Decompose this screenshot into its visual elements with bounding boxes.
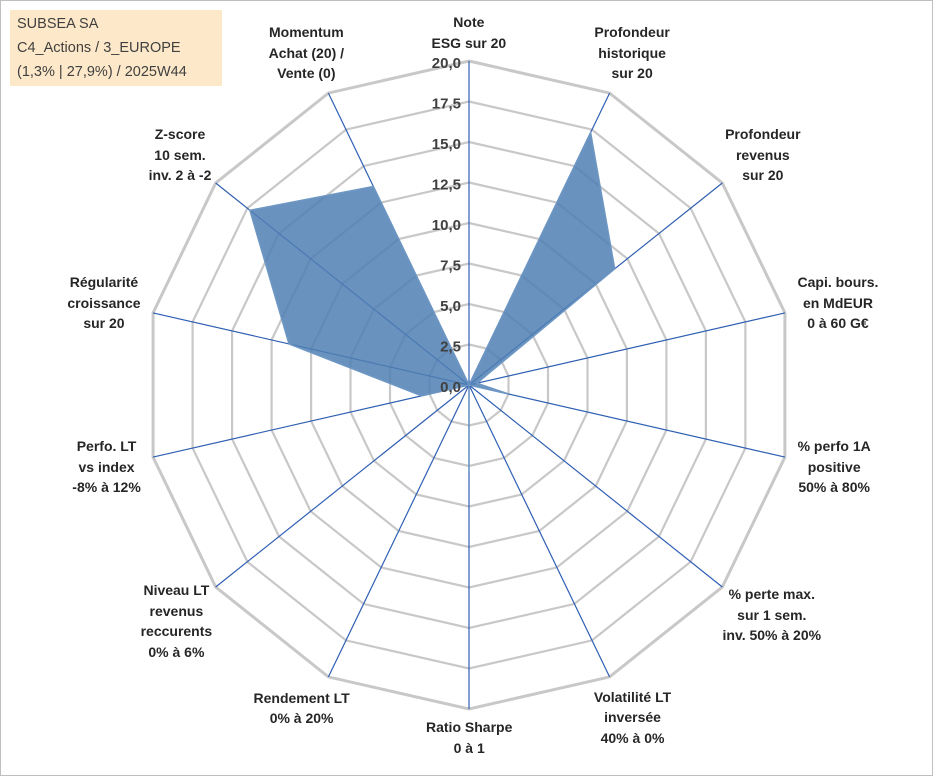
axis-label-line: sur 1 sem.	[737, 606, 807, 623]
axis-spoke	[468, 312, 786, 386]
axis-label-line: 40% à 0%	[600, 729, 665, 746]
axis-spoke	[327, 384, 470, 678]
axis-label: Momentum Achat (20) / Vente (0)	[269, 22, 344, 84]
info-company-name: SUBSEA SA	[17, 16, 99, 32]
axis-label-line: 0 à 60 G€	[807, 315, 869, 332]
axis-label: % perte max. sur 1 sem. inv. 50% à 20%	[723, 584, 822, 646]
axis-label: Profondeur revenus sur 20	[725, 124, 800, 186]
axis-spoke	[152, 384, 470, 458]
axis-label-line: positive	[807, 458, 861, 475]
axis-label-line: Régularité	[69, 274, 139, 291]
axis-label-line: -8% à 12%	[72, 479, 141, 496]
axis-spoke	[215, 384, 470, 588]
axis-label: Perfo. LT vs index -8% à 12%	[72, 436, 140, 498]
axis-label: Profondeur historique sur 20	[594, 22, 669, 84]
axis-label: Régularité croissance sur 20	[67, 272, 140, 334]
tick-layer: 0,0 2,5 5,0 7,5 10,0 12,5 15,0 17,5 20,0	[432, 55, 461, 396]
axis-spoke	[468, 384, 723, 588]
axis-label-line: 50% à 80%	[798, 479, 870, 496]
axis-label-line: sur 20	[83, 315, 125, 332]
tick-label: 17,5	[432, 96, 461, 113]
axis-label: Rendement LT 0% à 20%	[254, 688, 350, 729]
axis-label-line: Perfo. LT	[76, 438, 137, 455]
tick-label: 7,5	[440, 258, 461, 275]
series-layer	[248, 130, 616, 473]
axis-label: Ratio Sharpe 0 à 1	[426, 717, 512, 758]
axis-label: Z-score 10 sem. inv. 2 à -2	[149, 124, 212, 186]
axis-label: Niveau LT revenus reccurents 0% à 6%	[141, 580, 213, 662]
axis-label-line: ESG sur 20	[431, 34, 507, 51]
axis-label: % perfo 1A positive 50% à 80%	[798, 436, 871, 498]
axis-label-line: Niveau LT	[143, 582, 210, 599]
axis-label-line: revenus	[149, 602, 204, 619]
axis-label-line: Momentum	[268, 24, 344, 40]
axis-label-line: Z-score	[154, 126, 206, 143]
tick-label: 20,0	[432, 55, 461, 72]
tick-label: 2,5	[440, 339, 461, 356]
axis-label-line: 0 à 1	[453, 739, 485, 756]
axis-label-line: Profondeur	[725, 126, 801, 143]
axis-label: Capi. bours. en MdEUR 0 à 60 G€	[798, 272, 879, 334]
axis-label-line: en MdEUR	[802, 294, 873, 311]
axis-label-line: % perfo 1A	[797, 438, 871, 455]
axis-label-line: croissance	[67, 294, 141, 311]
axis-label-line: Vente (0)	[277, 65, 336, 81]
axis-label-line: vs index	[78, 458, 135, 475]
axis-label-line: Capi. bours.	[797, 274, 879, 291]
info-category: C4_Actions / 3_EUROPE	[17, 40, 181, 56]
axis-label-line: % perte max.	[728, 586, 815, 603]
tick-label: 5,0	[440, 298, 461, 315]
axis-label-line: Note	[453, 14, 485, 30]
tick-label: 12,5	[432, 177, 461, 194]
axis-label-line: 0% à 6%	[148, 643, 205, 660]
axis-label-line: Volatilité LT	[593, 688, 672, 705]
axis-label-line: sur 20	[742, 167, 784, 184]
axis-label-line: historique	[598, 44, 666, 61]
axis-label-line: sur 20	[611, 65, 653, 81]
axis-label-line: Profondeur	[594, 24, 670, 40]
axis-label-line: inversée	[604, 709, 661, 725]
axis-label-line: Achat (20) /	[268, 44, 345, 61]
axis-label-line: 10 sem.	[154, 146, 206, 163]
axis-spoke	[468, 384, 786, 458]
axis-label-line: inv. 50% à 20%	[722, 627, 822, 644]
axis-label-line: inv. 2 à -2	[148, 167, 212, 184]
tick-label: 15,0	[432, 136, 461, 153]
tick-label: 10,0	[432, 217, 461, 234]
axis-label-line: Ratio Sharpe	[426, 719, 513, 735]
axis-label-line: Rendement LT	[253, 689, 350, 706]
tick-label: 0,0	[440, 379, 461, 396]
axis-label-line: reccurents	[140, 623, 213, 640]
axis-label-line: revenus	[735, 146, 790, 163]
axis-label-line: 0% à 20%	[269, 710, 334, 726]
axis-label: Note ESG sur 20	[432, 12, 507, 53]
axis-spoke	[468, 384, 611, 678]
axis-label: Volatilité LT inversée 40% à 0%	[594, 687, 671, 749]
info-stats: (1,3% | 27,9%) / 2025W44	[17, 64, 187, 80]
security-info-box: SUBSEA SA C4_Actions / 3_EUROPE (1,3% | …	[10, 10, 222, 86]
